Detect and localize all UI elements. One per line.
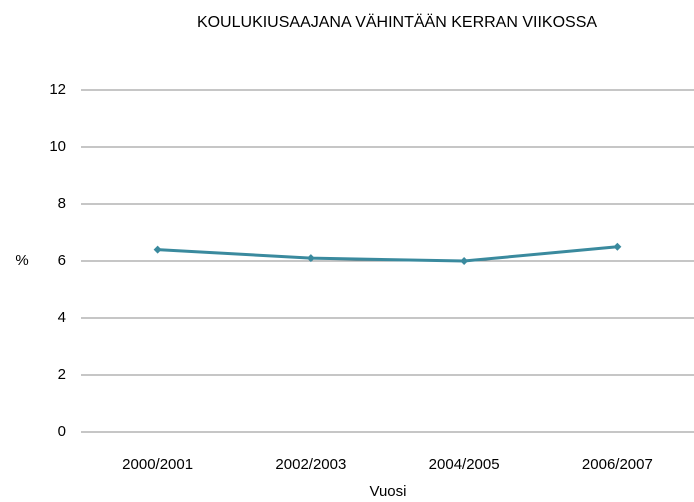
y-tick-label: 2 bbox=[58, 366, 66, 383]
x-tick-label: 2006/2007 bbox=[582, 456, 653, 473]
x-tick-label: 2004/2005 bbox=[429, 456, 500, 473]
y-tick-label: 12 bbox=[49, 81, 66, 98]
x-axis-label: Vuosi bbox=[370, 483, 407, 500]
y-tick-label: 6 bbox=[58, 252, 66, 269]
chart-title: KOULUKIUSAAJANA VÄHINTÄÄN KERRAN VIIKOSS… bbox=[197, 13, 597, 31]
x-tick-label: 2002/2003 bbox=[275, 456, 346, 473]
data-line bbox=[157, 245, 618, 263]
y-tick-label: 10 bbox=[49, 138, 66, 155]
data-point bbox=[306, 254, 315, 263]
y-tick-label: 0 bbox=[58, 423, 66, 440]
data-point bbox=[613, 242, 622, 251]
x-tick-label: 2000/2001 bbox=[122, 456, 193, 473]
data-point bbox=[460, 257, 469, 265]
y-axis-label: % bbox=[15, 252, 28, 269]
data-point bbox=[153, 245, 162, 254]
y-tick-label: 4 bbox=[58, 309, 66, 326]
y-tick-label: 8 bbox=[58, 195, 66, 212]
